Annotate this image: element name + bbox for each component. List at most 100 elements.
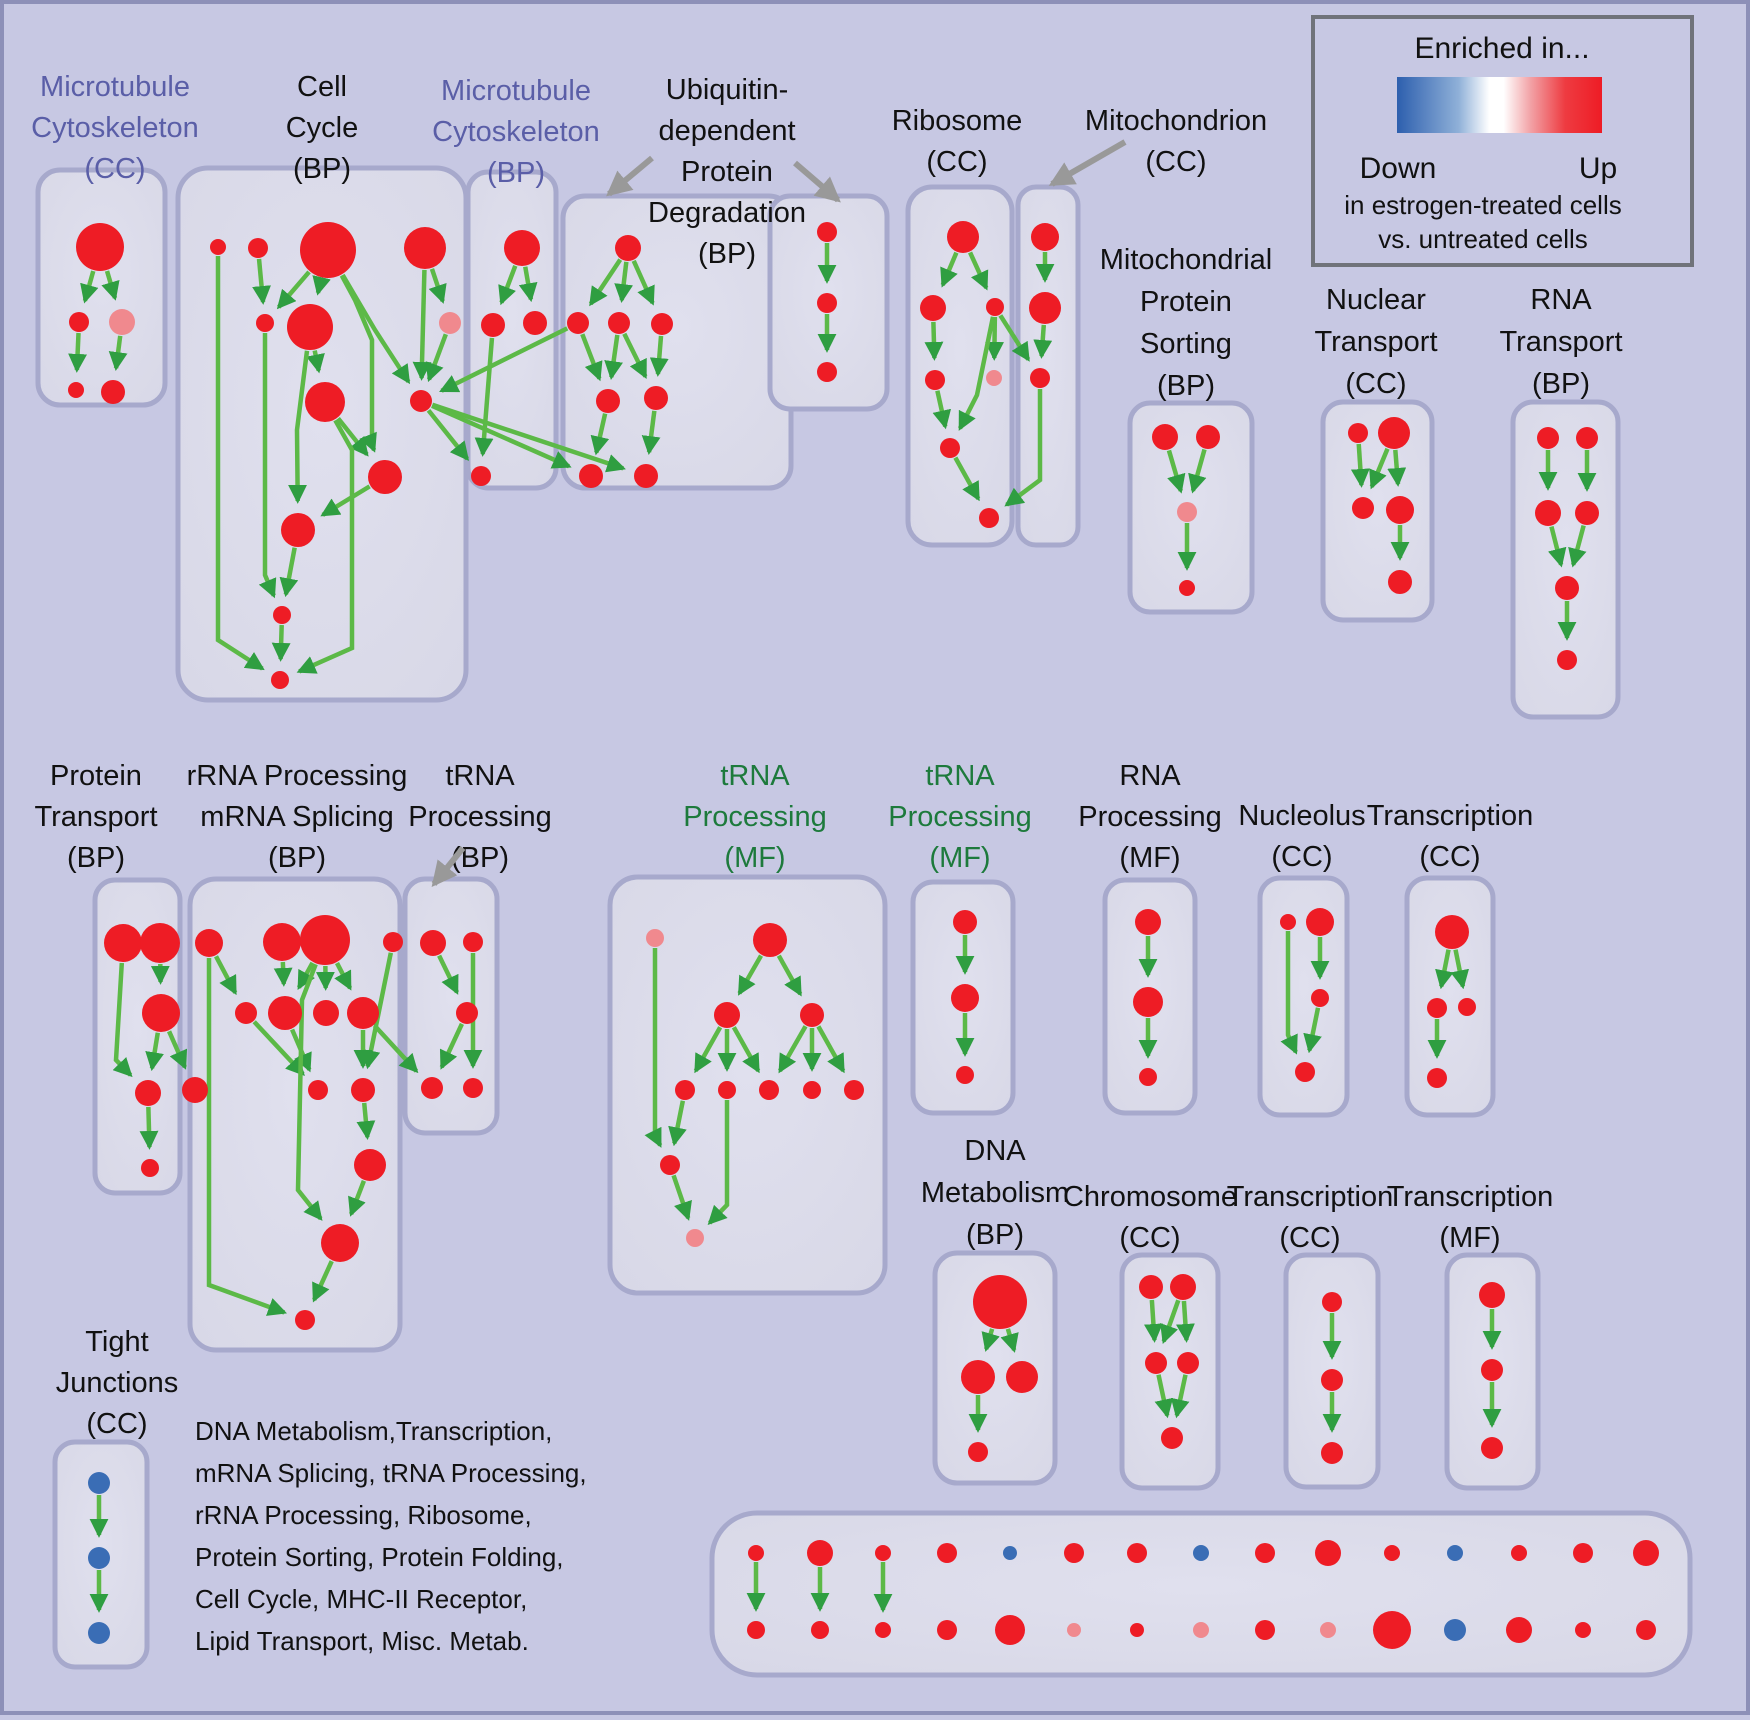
node-cc-n0 [210,239,226,255]
node-rnat-M [1555,576,1579,600]
node-rnat-TR [1576,427,1598,449]
node-trcc3-b [1321,1369,1343,1391]
node-rrna-g [313,1000,339,1026]
strip-node-bottom-11 [1373,1611,1411,1649]
node-rrna-f [268,996,302,1030]
node-trnamf1-pk1 [646,929,664,947]
node-dnam-B [968,1442,988,1462]
strip-node-top-4 [937,1543,957,1563]
node-dnam-ML [961,1360,995,1394]
node-ub-R [651,313,673,335]
strip-node-top-14 [1573,1543,1593,1563]
node-rrna-p [321,1224,359,1262]
node-dnam-MR [1006,1361,1038,1393]
node-rrna-k [351,1078,375,1102]
node-mito-M3 [1030,368,1050,388]
legend-down-label: Down [1360,152,1437,185]
strip-node-top-13 [1511,1545,1527,1561]
strip-node-bottom-3 [875,1622,891,1638]
legend-up-label: Up [1579,152,1617,185]
node-cc-n2 [300,222,356,278]
strip-node-bottom-6 [1067,1623,1081,1637]
node-chrom-MR [1177,1352,1199,1374]
node-rrna-d [383,932,403,952]
node-cc-n8 [305,382,345,422]
edge [1152,1300,1155,1340]
node-nuct-TR [1378,417,1410,449]
node-trnamf2-c [956,1066,974,1084]
node-trmf-c [1481,1437,1503,1459]
node-trnamf1-b5 [844,1080,864,1100]
node-ribo-R2 [920,295,946,321]
node-rrna-i [182,1077,208,1103]
node-trnamf1-b2 [718,1081,736,1099]
strip-node-top-10 [1315,1540,1341,1566]
strip-node-bottom-15 [1636,1620,1656,1640]
node-cc-n10 [281,513,315,547]
node-chrom-TR [1170,1274,1196,1300]
node-nucl-L [1306,908,1334,936]
node-trnamf1-b1 [675,1080,695,1100]
node-trmf-a [1479,1282,1505,1308]
node-trmf-b [1481,1359,1503,1381]
node-pt-D [135,1080,161,1106]
strip-node-bottom-14 [1575,1622,1591,1638]
edge [1184,1301,1187,1340]
node-trnabp-M [456,1002,478,1024]
node-trcc3-c [1321,1442,1343,1464]
node-trnamf1-MR [800,1003,824,1027]
strip-node-top-5 [1003,1546,1017,1560]
node-ub2-a [817,222,837,242]
edge [994,317,995,358]
node-cc-n9 [368,460,402,494]
node-mt-cc-B [69,312,89,332]
node-trnamf1-ML [714,1002,740,1028]
node-trnabp-TL [420,930,446,956]
strip-node-bottom-4 [937,1620,957,1640]
node-pt-C [142,994,180,1032]
node-cc-n3 [404,227,446,269]
strip-node-top-12 [1447,1545,1463,1561]
node-rrna-b [263,923,301,961]
strip-node-top-11 [1384,1545,1400,1561]
node-trnamf1-pk2 [686,1229,704,1247]
cluster-box-nuct [1323,402,1432,620]
node-trnabp-BL [421,1077,443,1099]
node-ub2-c [817,362,837,382]
strip-node-bottom-10 [1320,1622,1336,1638]
node-mt-cc-A [76,223,124,271]
edge [658,336,661,374]
node-ub-T [615,235,641,261]
node-trnamf1-L [660,1155,680,1175]
node-mtbp-R [523,311,547,335]
node-cc-n11 [273,606,291,624]
node-mt-cc-E [101,380,125,404]
cluster-box-mt-cc [38,170,165,405]
edge [1359,444,1362,485]
node-trcc2-B [1427,1068,1447,1088]
node-trnabp-TR [463,932,483,952]
strip-node-bottom-12 [1444,1619,1466,1641]
edge [422,270,425,378]
node-trnamf2-a [953,910,977,934]
strip-node-bottom-1 [747,1621,765,1639]
node-cc-n4 [256,314,274,332]
node-trnamf1-b4 [803,1081,821,1099]
node-rnat-ML [1535,500,1561,526]
node-ribo-R5 [940,438,960,458]
node-trcc2-T [1435,915,1469,949]
node-pt-E [141,1159,159,1177]
node-cc-pk [439,312,461,334]
node-ribo-Rp [986,370,1002,386]
node-ub-M [608,312,630,334]
edge [283,962,284,984]
strip-node-bottom-7 [1130,1623,1144,1637]
strip-node-bottom-2 [811,1621,829,1639]
node-mps-P [1177,502,1197,522]
node-chrom-B [1161,1427,1183,1449]
node-ub-L [567,312,589,334]
node-ribo-R3 [986,298,1004,316]
node-trcc3-a [1322,1292,1342,1312]
node-mito-M2 [1029,292,1061,324]
